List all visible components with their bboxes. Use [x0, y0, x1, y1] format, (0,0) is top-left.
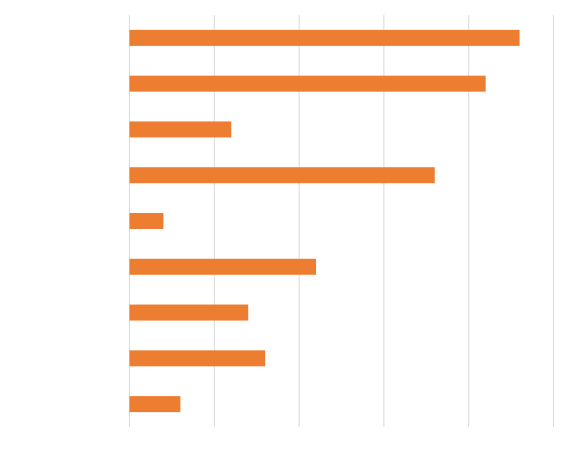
bar	[129, 29, 520, 46]
bar	[129, 396, 181, 413]
bar	[129, 258, 317, 275]
bar	[129, 75, 486, 92]
bar	[129, 167, 435, 184]
bar	[129, 121, 232, 138]
bar	[129, 304, 249, 321]
bar	[129, 350, 266, 367]
bar	[129, 213, 164, 229]
